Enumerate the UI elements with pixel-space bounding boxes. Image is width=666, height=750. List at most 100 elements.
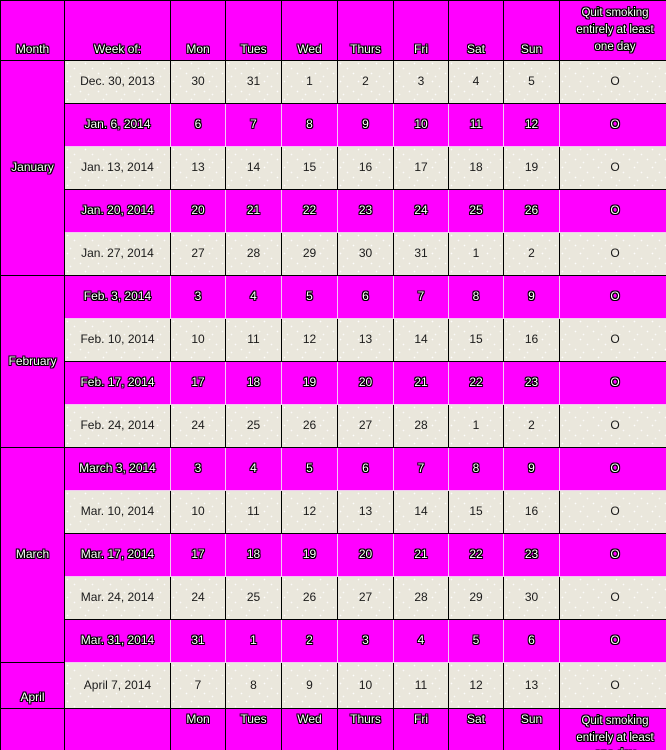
quit-mark-cell[interactable]: O xyxy=(559,275,666,319)
day-cell: 3 xyxy=(337,619,394,663)
day-cell: 6 xyxy=(337,447,394,491)
day-cell: 8 xyxy=(281,103,338,147)
day-cell: 7 xyxy=(170,662,226,709)
quit-mark-cell[interactable]: O xyxy=(559,189,666,233)
day-cell: 2 xyxy=(503,232,560,276)
footer-goal-line: Quit smoking xyxy=(581,715,649,727)
week-of-cell: March 3, 2014 xyxy=(64,447,171,491)
day-cell: 31 xyxy=(225,60,282,104)
day-cell: 4 xyxy=(393,619,449,663)
week-of-cell: Mar. 31, 2014 xyxy=(64,619,171,663)
table-row: Mar. 17, 2014 17 18 19 20 21 22 23 O xyxy=(1,533,666,577)
footer-week-blank xyxy=(64,708,171,750)
day-cell: 21 xyxy=(393,361,449,405)
quit-mark-o-icon[interactable]: O xyxy=(610,633,620,648)
quit-mark-o-icon[interactable]: O xyxy=(610,246,620,261)
quit-mark-o-icon[interactable]: O xyxy=(610,289,620,304)
day-cell: 16 xyxy=(503,318,560,362)
quit-mark-o-icon[interactable]: O xyxy=(610,590,620,605)
day-cell: 31 xyxy=(393,232,449,276)
week-of-cell: April 7, 2014 xyxy=(64,662,171,709)
quit-mark-o-icon[interactable]: O xyxy=(610,677,620,692)
quit-mark-cell[interactable]: O xyxy=(559,490,666,534)
day-cell: 29 xyxy=(448,576,504,620)
header-goal-line: Quit smoking xyxy=(581,7,649,20)
quit-mark-o-icon[interactable]: O xyxy=(610,461,620,476)
month-label-april: April xyxy=(0,662,65,709)
footer-day-fri: Fri xyxy=(393,708,449,750)
day-cell: 17 xyxy=(393,146,449,190)
day-cell: 10 xyxy=(170,318,226,362)
week-of-cell: Dec. 30, 2013 xyxy=(64,60,171,104)
day-cell: 6 xyxy=(170,103,226,147)
footer-day-tues: Tues xyxy=(225,708,282,750)
quit-mark-o-icon[interactable]: O xyxy=(610,418,620,433)
quit-mark-cell[interactable]: O xyxy=(559,60,666,104)
table-row: Mar. 10, 2014 10 11 12 13 14 15 16 O xyxy=(1,490,666,534)
quit-mark-o-icon[interactable]: O xyxy=(610,375,620,390)
header-goal-line: one day xyxy=(594,40,636,53)
day-cell: 17 xyxy=(170,533,226,577)
quit-mark-o-icon[interactable]: O xyxy=(610,203,620,218)
quit-mark-o-icon[interactable]: O xyxy=(610,547,620,562)
day-cell: 2 xyxy=(503,404,560,448)
day-cell: 12 xyxy=(503,103,560,147)
footer-month-blank xyxy=(0,708,65,750)
day-cell: 30 xyxy=(503,576,560,620)
day-cell: 18 xyxy=(448,146,504,190)
quit-mark-cell[interactable]: O xyxy=(559,619,666,663)
footer-goal-line: entirely at least xyxy=(576,731,654,744)
quit-mark-o-icon[interactable]: O xyxy=(610,117,620,132)
day-cell: 27 xyxy=(337,404,394,448)
table-row: Jan. 13, 2014 13 14 15 16 17 18 19 O xyxy=(1,146,666,190)
day-cell: 11 xyxy=(225,490,282,534)
day-cell: 5 xyxy=(281,275,338,319)
calendar-header-row: Month Week of: Mon Tues Wed Thurs Fri Sat Sun Qui… xyxy=(0,0,666,61)
day-cell: 13 xyxy=(337,318,394,362)
day-cell: 25 xyxy=(448,189,504,233)
day-cell: 8 xyxy=(448,447,504,491)
quit-mark-o-icon[interactable]: O xyxy=(610,332,620,347)
footer-day-thurs: Thurs xyxy=(337,708,394,750)
day-cell: 5 xyxy=(503,60,560,104)
week-of-cell: Mar. 10, 2014 xyxy=(64,490,171,534)
quit-mark-cell[interactable]: O xyxy=(559,662,666,709)
footer-day-sun: Sun xyxy=(503,708,560,750)
day-cell: 5 xyxy=(448,619,504,663)
day-cell: 3 xyxy=(170,275,226,319)
day-cell: 15 xyxy=(448,490,504,534)
day-cell: 7 xyxy=(225,103,282,147)
day-cell: 12 xyxy=(448,662,504,709)
quit-mark-o-icon[interactable]: O xyxy=(610,504,620,519)
day-cell: 27 xyxy=(337,576,394,620)
quit-mark-cell[interactable]: O xyxy=(559,146,666,190)
month-label-march: March xyxy=(0,447,65,663)
week-of-cell: Jan. 20, 2014 xyxy=(64,189,171,233)
day-cell: 24 xyxy=(170,404,226,448)
quit-mark-cell[interactable]: O xyxy=(559,533,666,577)
day-cell: 14 xyxy=(393,318,449,362)
day-cell: 8 xyxy=(448,275,504,319)
week-of-cell: Feb. 17, 2014 xyxy=(64,361,171,405)
header-day-sat: Sat xyxy=(448,0,504,61)
quit-mark-cell[interactable]: O xyxy=(559,576,666,620)
day-cell: 7 xyxy=(393,275,449,319)
table-row: Jan. 6, 2014 6 7 8 9 10 11 12 O xyxy=(1,103,666,147)
day-cell: 11 xyxy=(448,103,504,147)
day-cell: 6 xyxy=(337,275,394,319)
quit-mark-cell[interactable]: O xyxy=(559,103,666,147)
quit-mark-cell[interactable]: O xyxy=(559,232,666,276)
header-day-fri: Fri xyxy=(393,0,449,61)
day-cell: 25 xyxy=(225,576,282,620)
day-cell: 14 xyxy=(225,146,282,190)
footer-day-wed: Wed xyxy=(281,708,338,750)
quit-mark-cell[interactable]: O xyxy=(559,361,666,405)
quit-mark-cell[interactable]: O xyxy=(559,404,666,448)
quit-mark-cell[interactable]: O xyxy=(559,318,666,362)
quit-mark-o-icon[interactable]: O xyxy=(610,160,620,175)
table-row: Jan. 20, 2014 20 21 22 23 24 25 26 O xyxy=(1,189,666,233)
quit-mark-cell[interactable]: O xyxy=(559,447,666,491)
day-cell: 1 xyxy=(225,619,282,663)
quit-mark-o-icon[interactable]: O xyxy=(610,74,620,89)
